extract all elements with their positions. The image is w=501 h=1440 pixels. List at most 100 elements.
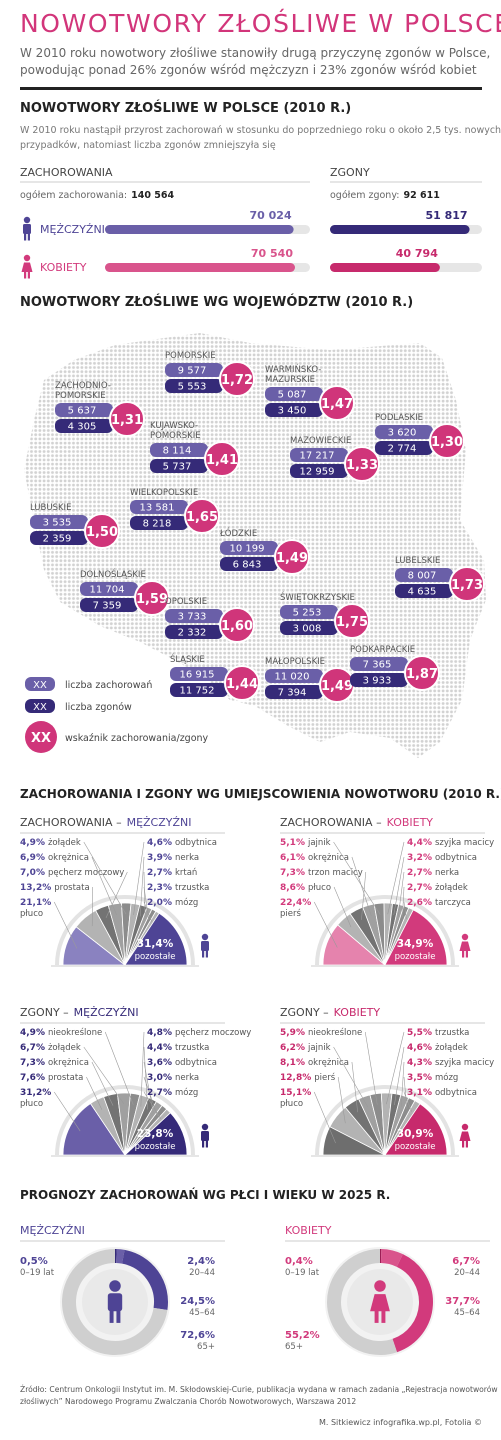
leader-line [91,856,117,915]
semicircle-rim [315,1085,455,1156]
site-value: 7,6% [20,1073,45,1083]
site-value: 2,7% [407,883,432,893]
region-deaths-text: 7 359 [93,601,122,612]
region-deaths-text: 3 933 [363,676,392,687]
region-name-line: WARMIŃSKO- [265,363,321,375]
leader-line [387,841,405,915]
site-value: 3,5% [407,1073,432,1083]
site-value: 5,1% [280,838,305,848]
region-ratio: 1,60 [221,619,253,634]
leader-line [386,1031,405,1105]
column-label: ZACHOROWANIA [20,166,113,179]
region-cases [55,403,113,417]
site-name: odbytnica [435,1088,477,1098]
site-name: jajnik [307,1043,331,1053]
wedge [123,1112,188,1156]
region-deaths [265,685,323,699]
person-icon [205,1140,208,1148]
divider [20,87,482,90]
site-name: żołądek [435,1043,468,1053]
other-name: pozostałe [135,1142,176,1152]
person-icon [21,262,33,272]
person-icon [374,1280,386,1292]
site-name: okrężnica [48,1058,89,1068]
region-cases-text: 17 217 [300,451,335,462]
region-deaths [395,584,453,598]
site-name: pierś [314,1072,335,1083]
region-cases [150,443,208,457]
region-ratio-badge [344,446,380,482]
person-icon [23,216,31,224]
region-ratio-badge [319,385,355,421]
bar [330,263,440,272]
leader-line [333,886,352,928]
site-name: tarczyca [435,898,471,908]
leader-line [140,1031,145,1107]
person-icon [202,950,205,958]
age-label: 0–19 lat [285,1268,320,1278]
region-ratio-badge [429,423,465,459]
site-name: trzustka [175,1043,209,1053]
site-name: trzon macicy [308,868,363,878]
leader-line [394,1046,405,1106]
site-value: 4,9% [20,838,45,848]
person-icon [202,1140,205,1148]
region-name-line: KUJAWSKO- [150,421,198,431]
region-deaths [375,441,433,455]
bar-value-label: 51 817 [425,209,467,222]
region-deaths [30,531,88,545]
region-cases [280,605,338,619]
region-name: ŚWIĘTOKRZYSKIE [280,591,355,603]
chart-title-group: KOBIETY [334,1006,381,1019]
region-deaths [265,403,323,417]
person-icon [465,950,468,958]
region-cases [80,582,138,596]
other-value: 34,9% [397,938,434,950]
leader-line [333,1046,369,1108]
region-deaths [220,557,278,571]
age-value: 2,4% [187,1256,215,1267]
site-value: 8,1% [280,1058,305,1068]
person-icon [374,1310,379,1323]
leader-line [83,1046,125,1105]
site-value: 7,3% [20,1058,45,1068]
age-value: 6,7% [452,1256,480,1267]
person-icon [459,1131,471,1141]
site-name: płuco [280,1099,303,1109]
region-deaths-text: 3 450 [278,406,307,417]
leader-line [403,901,407,919]
section-heading: NOWOTWORY ZŁOŚLIWE W POLSCE (2010 R.) [20,100,351,116]
person-icon [116,1310,121,1323]
region-deaths [150,459,208,473]
region-deaths-text: 2 359 [43,534,72,545]
bar [330,225,470,234]
leader-line [53,901,78,949]
bar [105,225,294,234]
site-value: 3,1% [407,1088,432,1098]
region-ratio-badge [404,655,440,691]
region-name: MAZOWIECKIE [290,436,351,446]
region-cases-text: 10 199 [230,544,265,555]
chart-title: ZGONY – [280,1006,329,1019]
region-cases-text: 3 620 [388,428,417,439]
other-name: pozostałe [395,1142,436,1152]
site-name: nieokreślone [48,1027,102,1038]
site-value: 3,2% [407,853,432,863]
region-ratio: 1,87 [406,667,438,682]
site-name: płuco [308,883,331,893]
donut-segment [327,1249,397,1355]
other-value: 31,4% [137,938,174,950]
site-value: 7,3% [280,868,305,878]
region-deaths-text: 11 752 [180,686,215,697]
site-name: mózg [435,1072,458,1083]
region-cases [265,669,323,683]
site-name: trzustka [435,1028,469,1038]
wedge [384,1103,448,1156]
region-cases-text: 5 087 [278,390,307,401]
semicircle-rim [55,1085,195,1156]
site-name: okrężnica [308,1058,349,1068]
person-icon [23,254,31,262]
leader-line [104,1031,134,1105]
person-icon [462,950,465,958]
